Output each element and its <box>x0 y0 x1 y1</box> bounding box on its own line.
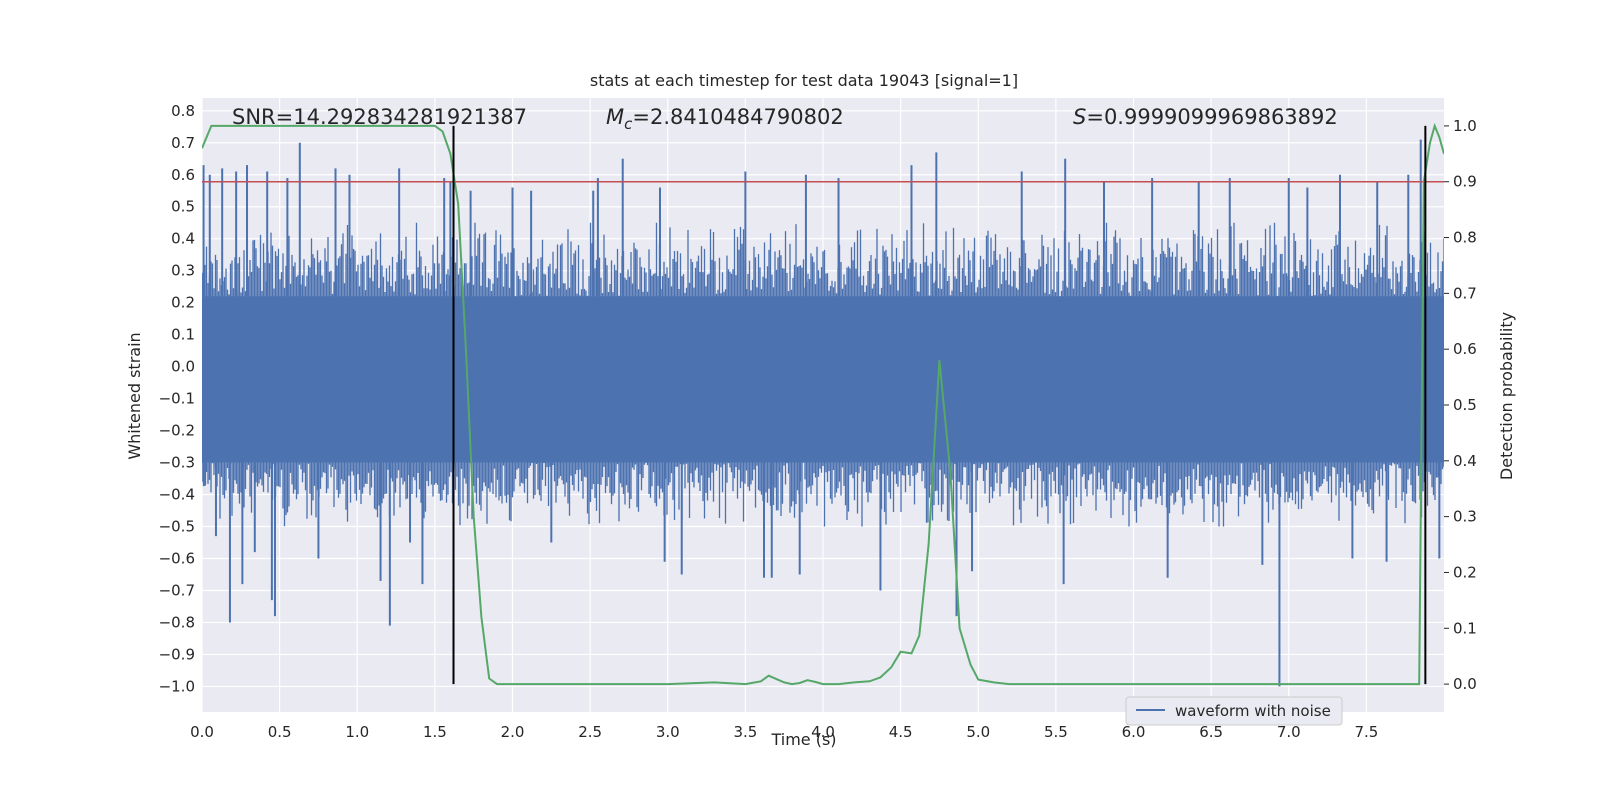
x-tick-label: 5.5 <box>1044 723 1068 741</box>
x-tick-label: 6.0 <box>1122 723 1146 741</box>
y2-tick-label: 0.3 <box>1453 508 1477 526</box>
y2-tick-label: 0.2 <box>1453 563 1477 581</box>
y2-tick-label: 0.7 <box>1453 284 1477 302</box>
y2-tick-label: 1.0 <box>1453 117 1477 135</box>
y-ticks: 0.8 0.7 0.6 0.5 0.4 0.3 0.2 0.1 0.0 −0.1 −0.2 −0.3 −… <box>159 102 195 696</box>
x-tick-label: 3.0 <box>656 723 680 741</box>
chirp-mass-symbol: M <box>606 105 624 129</box>
legend-box <box>1125 696 1343 726</box>
y-tick-label: 0.4 <box>171 230 195 248</box>
score-symbol: S <box>1073 105 1086 129</box>
x-tick-label: 2.0 <box>501 723 525 741</box>
x-tick-label: 0.0 <box>190 723 214 741</box>
y-tick-label: 0.1 <box>171 326 195 344</box>
y-tick-label: −0.4 <box>159 486 195 504</box>
y-tick-label: 0.8 <box>171 102 195 120</box>
y-axis-label: Whitened strain <box>125 332 144 459</box>
y2-tick-label: 0.1 <box>1453 619 1477 637</box>
noise-spike-layer <box>202 139 1441 687</box>
y-tick-label: −0.5 <box>159 518 195 536</box>
x-tick-label: 7.0 <box>1277 723 1301 741</box>
noise-envelope <box>202 222 1444 527</box>
score-value: =0.9999099969863892 <box>1086 105 1337 129</box>
snr-annotation: SNR=14.292834281921387 <box>232 105 527 129</box>
y-tick-label: −0.3 <box>159 454 195 472</box>
y-tick-label: −0.8 <box>159 613 195 631</box>
plot-series <box>202 122 1444 687</box>
y-tick-label: −0.6 <box>159 550 195 568</box>
y-tick-label: −0.7 <box>159 581 195 599</box>
y-tick-label: −0.1 <box>159 390 195 408</box>
y-tick-label: 0.3 <box>171 262 195 280</box>
y-tick-label: 0.7 <box>171 134 195 152</box>
x-tick-label: 1.0 <box>345 723 369 741</box>
detection-probability-line <box>202 122 1444 686</box>
chart-title: stats at each timestep for test data 190… <box>590 71 1018 90</box>
y2-tick-label: 0.6 <box>1453 340 1477 358</box>
y2-tick-label: 0.0 <box>1453 675 1477 693</box>
x-axis-label: Time (s) <box>770 730 836 749</box>
y2-axis-label: Detection probability <box>1497 312 1516 480</box>
x-tick-label: 1.5 <box>423 723 447 741</box>
y2-tick-label: 0.8 <box>1453 229 1477 247</box>
x-tick-label: 2.5 <box>578 723 602 741</box>
probability-layer <box>202 122 1444 686</box>
y-tick-label: 0.2 <box>171 294 195 312</box>
x-ticks: 0.0 0.5 1.0 1.5 2.0 2.5 3.0 3.5 4.0 4.5 5.0 5.5 6.0 6… <box>190 723 1378 741</box>
x-tick-label: 3.5 <box>733 723 757 741</box>
legend-label-waveform: waveform with noise <box>1175 702 1331 720</box>
y-tick-label: 0.5 <box>171 198 195 216</box>
y-tick-label: 0.0 <box>171 358 195 376</box>
y2-tick-label: 0.4 <box>1453 452 1477 470</box>
y-tick-label: 0.6 <box>171 166 195 184</box>
x-tick-label: 6.5 <box>1199 723 1223 741</box>
x-tick-label: 5.0 <box>966 723 990 741</box>
chirp-mass-annotation: Mc=2.8410484790802 <box>606 105 844 133</box>
chirp-mass-value: =2.8410484790802 <box>632 105 843 129</box>
x-tick-label: 0.5 <box>268 723 292 741</box>
y-tick-label: −1.0 <box>159 677 195 695</box>
x-tick-label: 7.5 <box>1354 723 1378 741</box>
event-lines <box>452 125 1427 685</box>
x-tick-label: 4.5 <box>889 723 913 741</box>
chirp-mass-subscript: c <box>624 115 633 133</box>
legend: waveform with noise <box>1125 696 1343 726</box>
y2-tick-label: 0.9 <box>1453 173 1477 191</box>
y2-tick-label: 0.5 <box>1453 396 1477 414</box>
y-tick-label: −0.2 <box>159 422 195 440</box>
detection-score-annotation: S=0.9999099969863892 <box>1073 105 1338 129</box>
y2-ticks: 1.0 0.9 0.8 0.7 0.6 0.5 0.4 0.3 0.2 0.1 0.0 <box>1444 117 1477 693</box>
noise-band-layer <box>202 222 1444 527</box>
x-tick-label: 4.0 <box>811 723 835 741</box>
y-tick-label: −0.9 <box>159 645 195 663</box>
